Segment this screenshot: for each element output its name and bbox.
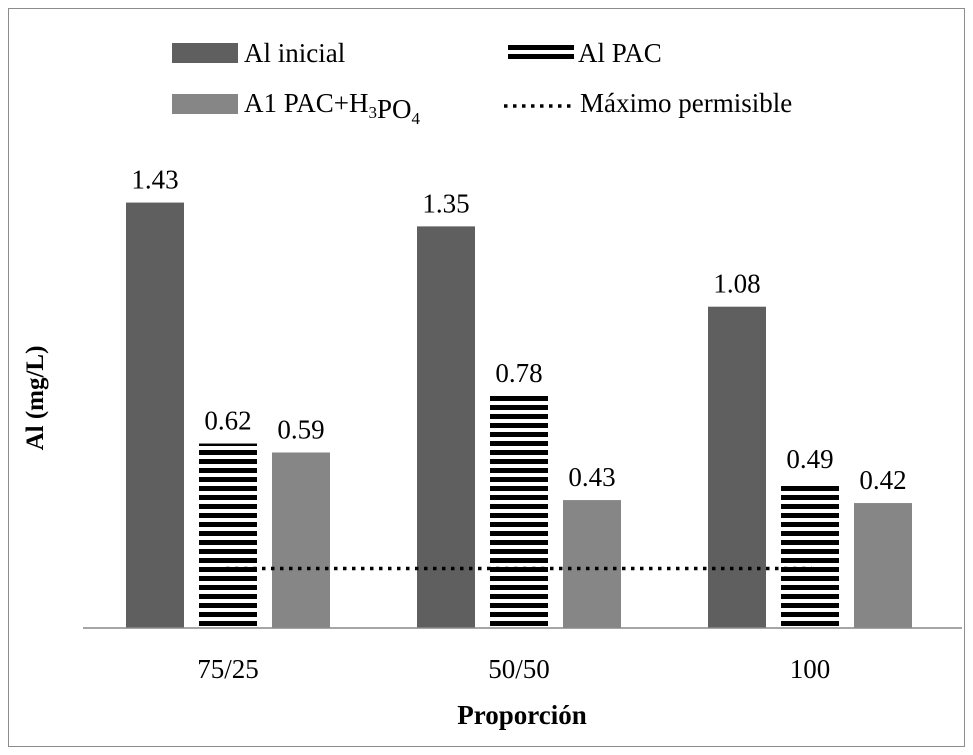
- data-label: 0.49: [786, 444, 833, 474]
- bars-group: [126, 202, 912, 628]
- legend-swatch-al-pac-h3po4: [172, 94, 238, 114]
- category-tick-label: 50/50: [488, 654, 550, 684]
- data-label: 0.43: [568, 462, 615, 492]
- legend: Al inicial Al PAC A1 PAC+H3PO4 Máximo pe…: [172, 38, 792, 128]
- category-tick-label: 100: [790, 654, 831, 684]
- legend-label-al-inicial: Al inicial: [244, 38, 345, 68]
- legend-swatch-al-pac: [508, 44, 574, 62]
- bar-al-inicial-100: [708, 306, 766, 628]
- data-label: 0.62: [204, 406, 251, 436]
- bar-al-pac-75-25: [199, 443, 257, 628]
- legend-label-al-pac-h3po4: A1 PAC+H3PO4: [244, 88, 421, 128]
- legend-item-al-pac: Al PAC: [508, 38, 662, 68]
- bar-a1-pac-h-po--50-50: [563, 500, 621, 628]
- data-label: 1.35: [422, 188, 469, 218]
- data-label: 1.08: [713, 269, 760, 299]
- bar-al-inicial-75-25: [126, 202, 184, 628]
- bar-al-pac-50-50: [490, 395, 548, 628]
- legend-item-al-inicial: Al inicial: [172, 38, 345, 68]
- category-tick-label: 75/25: [197, 654, 259, 684]
- bar-a1-pac-h-po--75-25: [272, 452, 330, 628]
- data-label: 0.78: [495, 358, 542, 388]
- bar-al-inicial-50-50: [417, 226, 475, 628]
- data-labels-group: 1.43 0.62 0.59 1.35 0.78 0.43 1.08 0.49 0.42: [131, 165, 906, 495]
- category-labels-group: 75/25 50/50 100: [197, 654, 830, 684]
- legend-swatch-al-inicial: [172, 43, 238, 63]
- bar-a1-pac-h-po--100: [854, 503, 912, 628]
- x-axis-title: Proporción: [457, 700, 587, 730]
- data-label: 1.43: [131, 165, 178, 195]
- y-axis-title: Al (mg/L): [22, 346, 49, 451]
- legend-item-al-pac-h3po4: A1 PAC+H3PO4: [172, 88, 421, 128]
- bar-al-pac-100: [781, 482, 839, 628]
- legend-label-maximo-permisible: Máximo permisible: [580, 88, 792, 118]
- data-label: 0.42: [859, 465, 906, 495]
- data-label: 0.59: [277, 414, 324, 444]
- legend-label-al-pac: Al PAC: [578, 38, 662, 68]
- legend-item-maximo-permisible: Máximo permisible: [504, 88, 792, 118]
